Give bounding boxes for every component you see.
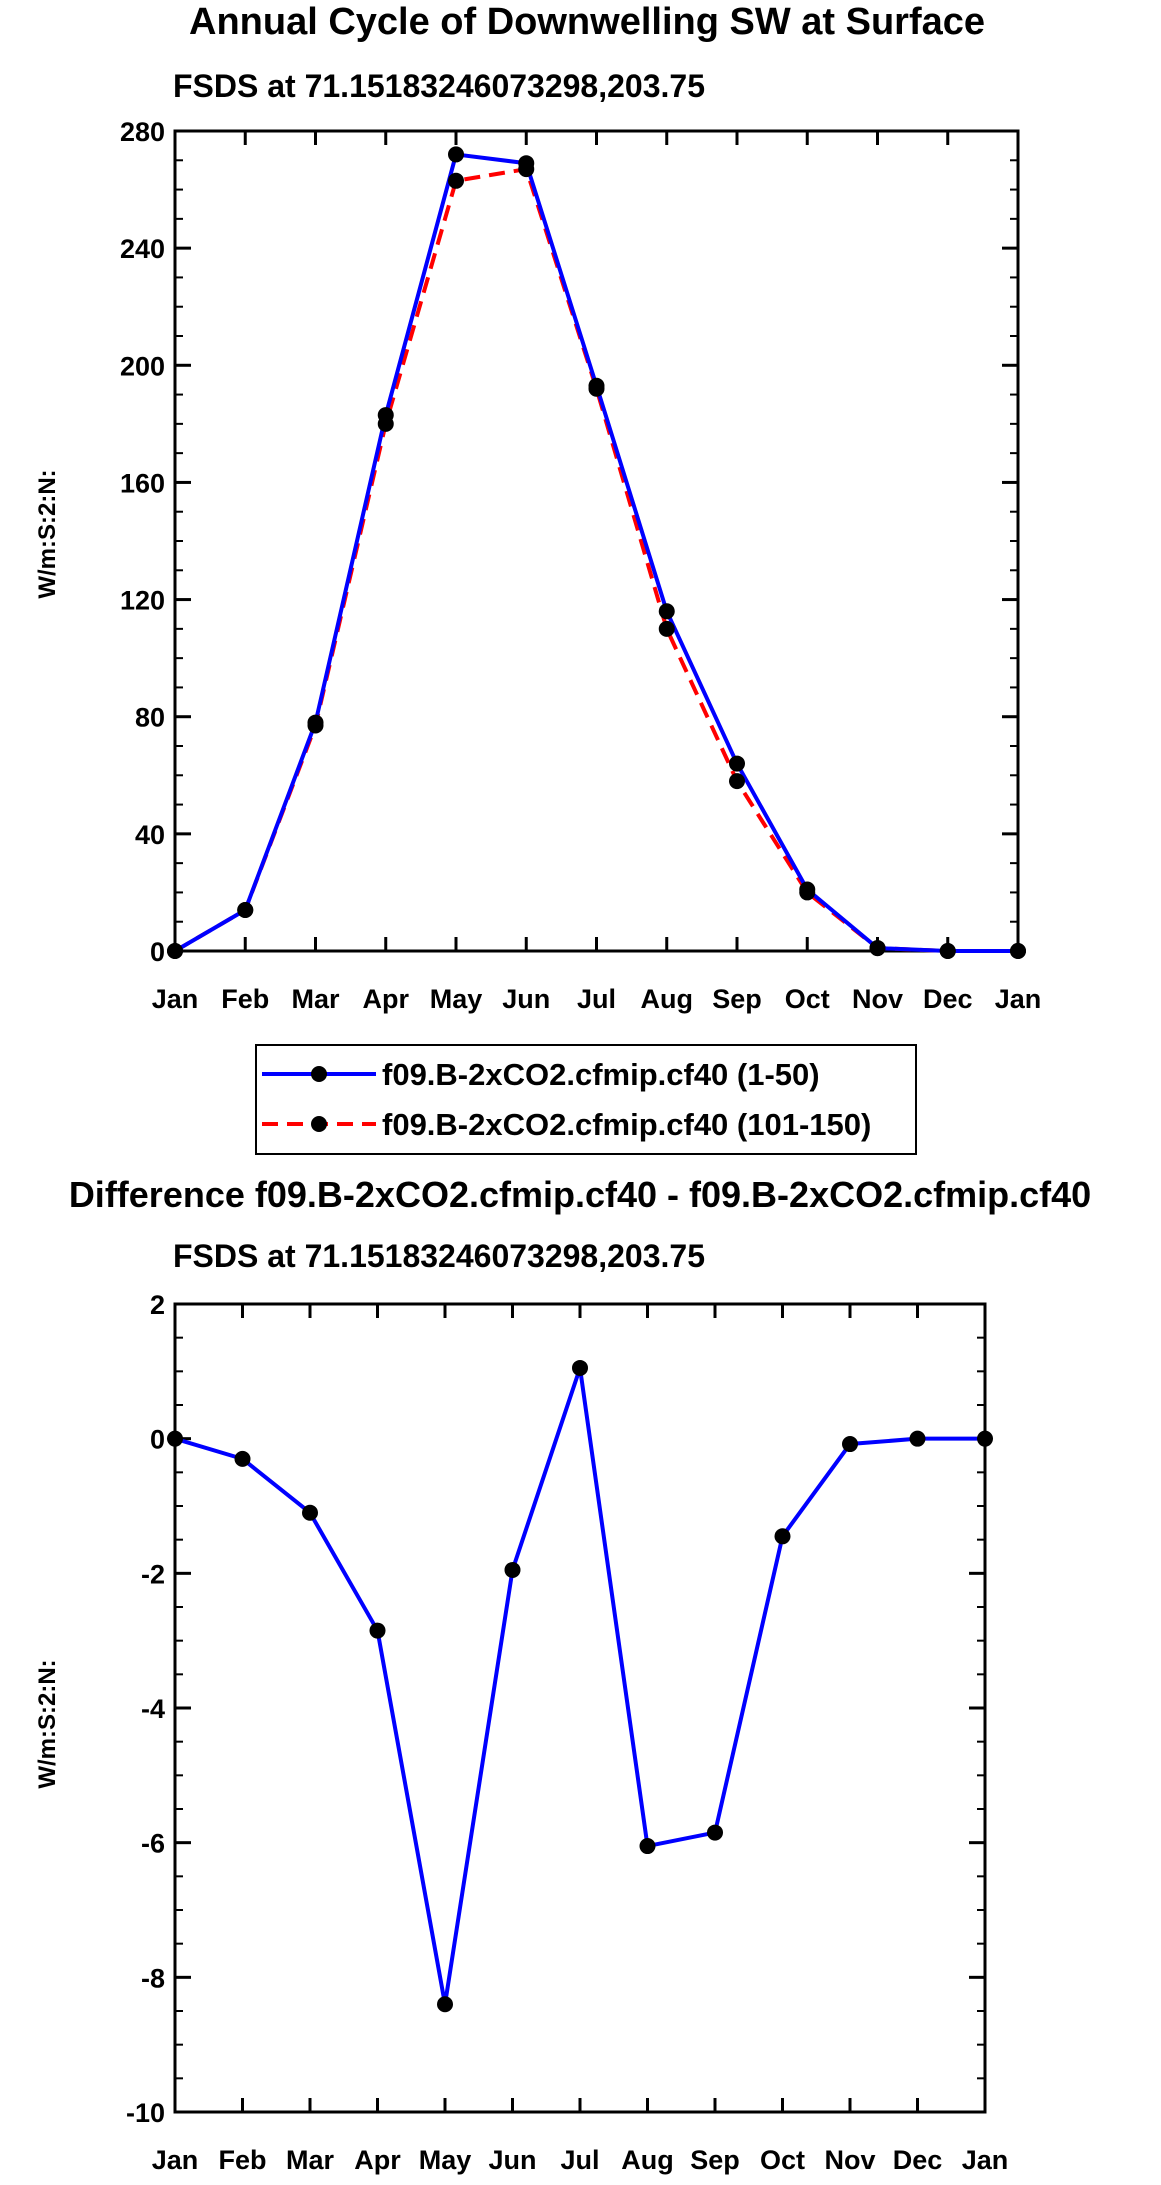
data-point-series-2 <box>588 380 605 397</box>
y-tick-label: 120 <box>120 586 165 616</box>
y-tick-label: 0 <box>150 1425 165 1455</box>
data-point-series-1 <box>909 1430 926 1447</box>
x-tick-label: Jul <box>560 2145 599 2175</box>
data-point-series-1 <box>842 1436 858 1453</box>
x-tick-label: Nov <box>824 2145 875 2175</box>
x-tick-label: Oct <box>785 984 830 1014</box>
x-tick-label: Aug <box>641 984 693 1014</box>
x-tick-label: Feb <box>218 2145 266 2175</box>
x-tick-label: Apr <box>354 2145 401 2175</box>
legend-label-series-2: f09.B-2xCO2.cfmip.cf40 (101-150) <box>382 1107 871 1142</box>
x-tick-label: Jun <box>488 2145 536 2175</box>
y-tick-label: 160 <box>120 468 165 498</box>
y-tick-label: 40 <box>135 820 165 850</box>
x-tick-label: May <box>419 2145 472 2175</box>
x-tick-label: Sep <box>712 984 762 1014</box>
top-chart-ylabel: W/m:S:2:N: <box>34 469 61 598</box>
data-point-series-2 <box>869 940 886 957</box>
x-tick-label: Jun <box>502 984 550 1014</box>
data-point-series-2 <box>237 902 254 918</box>
legend: f09.B-2xCO2.cfmip.cf40 (1-50) f09.B-2xCO… <box>255 1044 917 1155</box>
x-tick-label: Jan <box>152 984 199 1014</box>
data-point-series-1 <box>572 1359 588 1376</box>
top-chart-title: Annual Cycle of Downwelling SW at Surfac… <box>189 1 985 43</box>
data-point-series-2 <box>167 943 183 959</box>
bottom-chart: Jan Feb Mar Apr May Jun Jul Aug Sep Oct Nov Dec Jan -… <box>126 1290 1008 2175</box>
bottom-chart-title: Difference f09.B-2xCO2.cfmip.cf40 - f09.… <box>69 1174 1091 1215</box>
data-point-series-2 <box>658 620 675 637</box>
x-tick-label: Jan <box>995 984 1042 1014</box>
data-point-series-1 <box>658 603 675 620</box>
data-point-series-1 <box>437 1996 453 2013</box>
y-tick-label: -4 <box>141 1694 165 1724</box>
x-tick-label: Sep <box>690 2145 740 2175</box>
data-point-series-1 <box>639 1838 656 1855</box>
data-point-series-1 <box>977 1430 993 1447</box>
top-chart: Jan Feb Mar Apr May Jun Jul Aug Sep Oct Nov Dec Jan 0… <box>120 117 1041 1014</box>
x-tick-label: Mar <box>291 984 340 1014</box>
series-line-2 <box>173 167 1018 953</box>
x-tick-label: Nov <box>852 984 903 1014</box>
y-tick-label: -10 <box>126 2098 165 2128</box>
y-tick-label: -6 <box>141 1829 165 1859</box>
legend-label-series-1: f09.B-2xCO2.cfmip.cf40 (1-50) <box>382 1057 820 1092</box>
x-tick-label: Oct <box>760 2145 805 2175</box>
plot-frame <box>173 1302 987 2114</box>
plot-frame <box>173 129 1020 953</box>
data-point-series-2 <box>307 717 324 734</box>
data-point-series-2 <box>729 773 745 790</box>
data-point-series-1 <box>504 1561 521 1578</box>
top-chart-subtitle: FSDS at 71.15183246073298,203.75 <box>173 68 705 104</box>
y-tick-label: 2 <box>150 1290 165 1320</box>
x-tick-label: Jan <box>152 2145 199 2175</box>
data-point-series-1 <box>369 1622 386 1639</box>
data-point-series-2 <box>939 943 956 959</box>
data-point-series-1 <box>302 1504 318 1521</box>
y-tick-label: 0 <box>150 937 165 967</box>
data-point-series-2 <box>448 172 464 189</box>
y-tick-label: 240 <box>120 234 165 264</box>
series-line-1 <box>174 1365 985 2007</box>
data-point-series-1 <box>707 1824 723 1841</box>
bottom-chart-ylabel: W/m:S:2:N: <box>34 1659 61 1788</box>
data-point-series-2 <box>377 415 394 432</box>
y-tick-label: 80 <box>135 703 165 733</box>
data-point-series-1 <box>234 1450 251 1467</box>
x-tick-label: Dec <box>923 984 973 1014</box>
x-tick-label: Jul <box>577 984 616 1014</box>
x-tick-label: Feb <box>221 984 269 1014</box>
x-tick-label: Mar <box>286 2145 335 2175</box>
x-tick-label: May <box>430 984 483 1014</box>
data-point-series-2 <box>1010 943 1026 959</box>
x-tick-label: Jan <box>962 2145 1009 2175</box>
legend-marker-series-1 <box>311 1066 327 1082</box>
data-point-series-2 <box>518 161 535 178</box>
data-point-series-1 <box>448 146 464 163</box>
legend-box <box>255 1044 917 1155</box>
data-point-series-1 <box>167 1430 183 1447</box>
x-tick-label: Dec <box>893 2145 943 2175</box>
bottom-chart-subtitle: FSDS at 71.15183246073298,203.75 <box>173 1238 705 1274</box>
data-point-series-1 <box>774 1528 791 1545</box>
series-line-1 <box>173 152 1018 953</box>
y-tick-label: -8 <box>141 1963 165 1993</box>
y-tick-label: 280 <box>120 117 165 147</box>
data-point-series-2 <box>799 884 816 901</box>
data-point-series-1 <box>729 755 745 772</box>
x-tick-label: Apr <box>363 984 410 1014</box>
y-tick-label: 200 <box>120 351 165 381</box>
x-tick-label: Aug <box>621 2145 673 2175</box>
y-tick-label: -2 <box>141 1559 165 1589</box>
legend-marker-series-2 <box>311 1116 327 1132</box>
